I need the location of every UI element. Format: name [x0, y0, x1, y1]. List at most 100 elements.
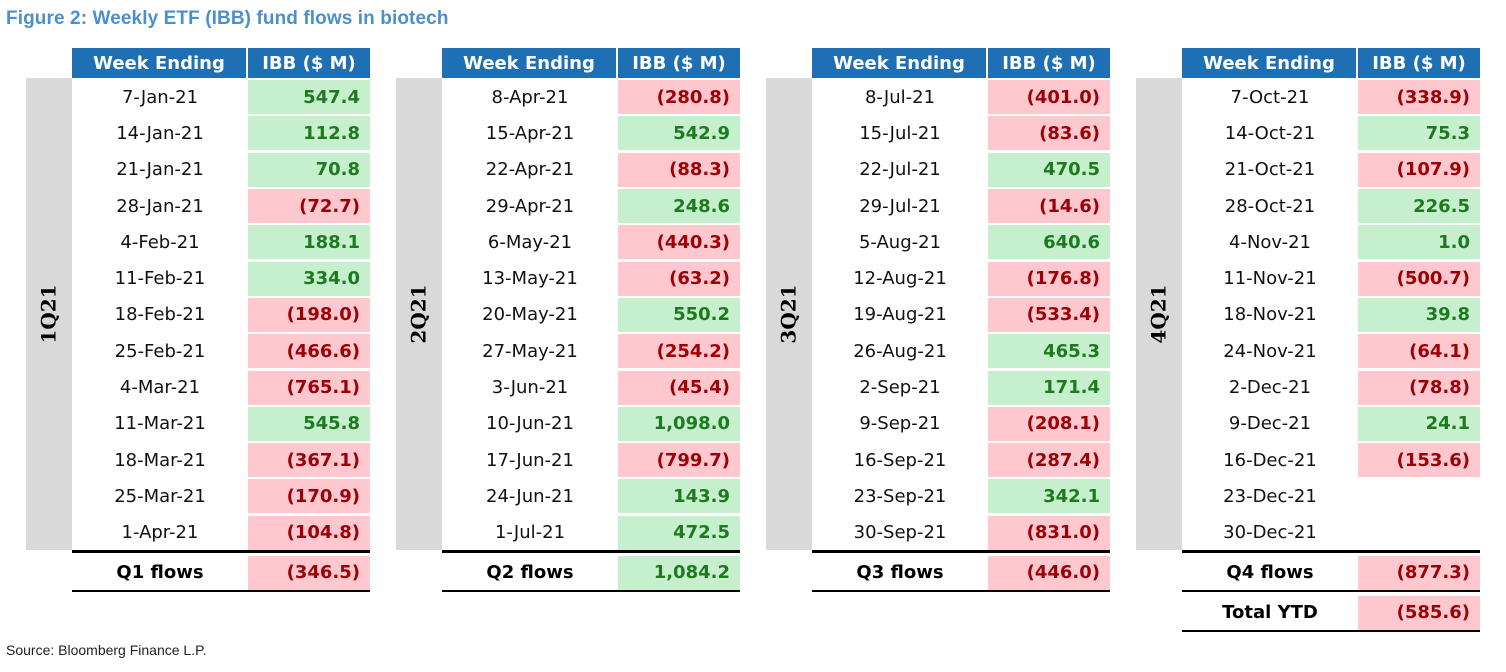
table-row: 28-Oct-21 226.5: [1182, 188, 1480, 224]
table-row: 25-Feb-21 (466.6): [72, 333, 370, 369]
week-ending-cell: 10-Jun-21: [486, 413, 574, 435]
table-row: 14-Oct-21 75.3: [1182, 115, 1480, 151]
table-row: 15-Jul-21 (83.6): [812, 115, 1110, 151]
week-ending-cell: 26-Aug-21: [853, 340, 947, 362]
flow-value-cell: 226.5: [1358, 189, 1480, 224]
table-row: 1-Apr-21 (104.8): [72, 515, 370, 551]
flow-value-cell: 545.8: [248, 406, 370, 441]
week-ending-cell: 12-Aug-21: [853, 268, 947, 290]
table-row: 7-Oct-21 (338.9): [1182, 79, 1480, 115]
flow-value-cell: 1,098.0: [618, 406, 740, 441]
table-row: 28-Jan-21 (72.7): [72, 188, 370, 224]
summary-divider: [442, 550, 740, 553]
week-ending-cell: 13-May-21: [482, 268, 578, 290]
week-ending-cell: 27-May-21: [482, 340, 578, 362]
flow-value-cell: 342.1: [988, 479, 1110, 514]
flow-value-cell: (799.7): [618, 443, 740, 478]
flow-value-cell: (63.2): [618, 261, 740, 296]
table-row: 3-Jun-21 (45.4): [442, 369, 740, 405]
week-ending-cell: 3-Jun-21: [491, 377, 569, 399]
table-row: 17-Jun-21 (799.7): [442, 442, 740, 478]
week-ending-cell: 28-Jan-21: [116, 195, 204, 217]
week-ending-cell: 14-Oct-21: [1224, 122, 1316, 144]
table-row: 14-Jan-21 112.8: [72, 115, 370, 151]
table-row: 7-Jan-21 547.4: [72, 79, 370, 115]
quarter-summary-label: Q2 flows: [486, 562, 574, 583]
week-ending-cell: 18-Feb-21: [114, 304, 206, 326]
table-row: 18-Feb-21 (198.0): [72, 297, 370, 333]
week-ending-cell: 5-Aug-21: [858, 231, 942, 253]
flow-value-cell: (14.6): [988, 189, 1110, 224]
week-ending-cell: 4-Mar-21: [119, 377, 201, 399]
table-row: 10-Jun-21 1,098.0: [442, 406, 740, 442]
quarter-summary-value: (446.0): [988, 555, 1110, 590]
flow-value-cell: (500.7): [1358, 261, 1480, 296]
flow-value-cell: (440.3): [618, 225, 740, 260]
flow-value-cell: 143.9: [618, 479, 740, 514]
quarter-label: 2Q21: [407, 284, 432, 344]
flow-value-cell: 640.6: [988, 225, 1110, 260]
table-row: 20-May-21 550.2: [442, 297, 740, 333]
header-week-ending: Week Ending: [442, 48, 616, 78]
flow-value-cell: (401.0): [988, 80, 1110, 115]
table-row: 19-Aug-21 (533.4): [812, 297, 1110, 333]
quarter-summary-label: Q4 flows: [1226, 562, 1314, 583]
header-ibb-value: IBB ($ M): [1358, 48, 1480, 78]
week-ending-cell: 20-May-21: [482, 304, 578, 326]
flow-value-cell: 75.3: [1358, 116, 1480, 151]
quarter-summary-label: Q1 flows: [116, 562, 204, 583]
week-ending-cell: 1-Jul-21: [494, 522, 566, 544]
week-ending-cell: 4-Feb-21: [120, 231, 200, 253]
flow-value-cell: 334.0: [248, 261, 370, 296]
week-ending-cell: 18-Nov-21: [1223, 304, 1317, 326]
table-row: 1-Jul-21 472.5: [442, 515, 740, 551]
flow-value-cell: 171.4: [988, 370, 1110, 405]
table-row: 22-Apr-21 (88.3): [442, 152, 740, 188]
quarter-summary-row: Q4 flows (877.3): [1182, 555, 1480, 590]
table-row: 5-Aug-21 640.6: [812, 224, 1110, 260]
flow-value-cell: 547.4: [248, 80, 370, 115]
week-ending-cell: 19-Aug-21: [853, 304, 947, 326]
quarter-label-band: 2Q21: [396, 78, 442, 550]
quarter-summary-value: 1,084.2: [618, 555, 740, 590]
table-row: 22-Jul-21 470.5: [812, 152, 1110, 188]
table-row: 11-Feb-21 334.0: [72, 260, 370, 296]
flow-value-cell: 248.6: [618, 189, 740, 224]
week-ending-cell: 7-Jan-21: [121, 86, 199, 108]
week-ending-cell: 2-Sep-21: [859, 377, 941, 399]
quarter-summary-row: Q1 flows (346.5): [72, 555, 370, 590]
week-ending-cell: 15-Apr-21: [485, 122, 575, 144]
week-ending-cell: 11-Feb-21: [114, 268, 206, 290]
week-ending-cell: 9-Dec-21: [1228, 413, 1312, 435]
flow-value-cell: 39.8: [1358, 297, 1480, 332]
table-row: 8-Jul-21 (401.0): [812, 79, 1110, 115]
table-row: 18-Mar-21 (367.1): [72, 442, 370, 478]
flow-value-cell: (208.1): [988, 406, 1110, 441]
flow-value-cell: (831.0): [988, 515, 1110, 550]
week-ending-cell: 9-Sep-21: [859, 413, 941, 435]
week-ending-cell: 1-Apr-21: [121, 522, 199, 544]
flow-value-cell: 188.1: [248, 225, 370, 260]
week-ending-cell: 8-Jul-21: [864, 86, 936, 108]
flow-value-cell: (287.4): [988, 443, 1110, 478]
flow-value-cell: (198.0): [248, 297, 370, 332]
table-row: 16-Sep-21 (287.4): [812, 442, 1110, 478]
week-ending-cell: 22-Apr-21: [485, 159, 575, 181]
week-ending-cell: 29-Jul-21: [859, 195, 941, 217]
flow-value-cell: (254.2): [618, 334, 740, 369]
quarter-label-band: 4Q21: [1136, 78, 1182, 550]
week-ending-cell: 30-Dec-21: [1223, 522, 1317, 544]
flow-value-cell: 542.9: [618, 116, 740, 151]
table-row: 29-Apr-21 248.6: [442, 188, 740, 224]
flow-value-cell: (104.8): [248, 515, 370, 550]
week-ending-cell: 6-May-21: [487, 231, 573, 253]
week-ending-cell: 21-Oct-21: [1224, 159, 1316, 181]
summary-underline: [1182, 590, 1480, 592]
header-ibb-value: IBB ($ M): [248, 48, 370, 78]
week-ending-cell: 2-Dec-21: [1228, 377, 1312, 399]
table-row: 2-Dec-21 (78.8): [1182, 369, 1480, 405]
week-ending-cell: 15-Jul-21: [859, 122, 941, 144]
table-row: 30-Sep-21 (831.0): [812, 515, 1110, 551]
table-row: 26-Aug-21 465.3: [812, 333, 1110, 369]
header-week-ending: Week Ending: [812, 48, 986, 78]
